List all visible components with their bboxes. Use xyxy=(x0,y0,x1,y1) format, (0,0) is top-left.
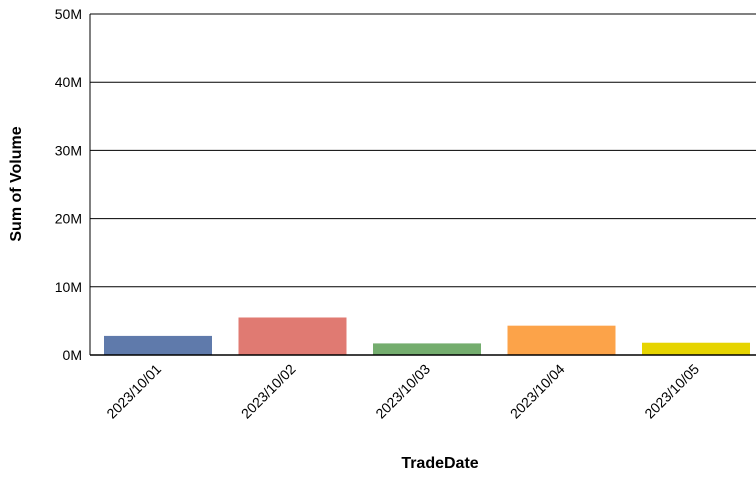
y-tick-label: 0M xyxy=(63,347,82,363)
bar xyxy=(238,317,347,355)
x-tick-label: 2023/10/02 xyxy=(238,361,299,422)
gridlines xyxy=(90,13,756,288)
x-axis-title: TradeDate xyxy=(401,455,478,472)
x-tick-label: 2023/10/03 xyxy=(372,361,433,422)
y-tick-label: 50M xyxy=(55,6,82,22)
x-tick-labels: 2023/10/01 2023/10/02 2023/10/03 2023/10/04… xyxy=(103,361,702,422)
x-tick-label: 2023/10/05 xyxy=(641,361,702,422)
y-axis-title: Sum of Volume xyxy=(8,126,25,241)
bar xyxy=(104,335,212,355)
bar xyxy=(373,343,481,355)
x-tick-label: 2023/10/01 xyxy=(103,361,164,422)
bar xyxy=(507,325,616,355)
y-tick-label: 20M xyxy=(55,211,82,227)
axes xyxy=(89,14,756,356)
y-tick-label: 10M xyxy=(55,279,82,295)
bar xyxy=(642,342,750,355)
bars xyxy=(104,317,750,355)
y-tick-label: 30M xyxy=(55,142,82,158)
y-tick-labels: 0M 10M 20M 30M 40M 50M xyxy=(55,6,82,363)
x-tick-label: 2023/10/04 xyxy=(507,361,568,422)
y-tick-label: 40M xyxy=(55,74,82,90)
